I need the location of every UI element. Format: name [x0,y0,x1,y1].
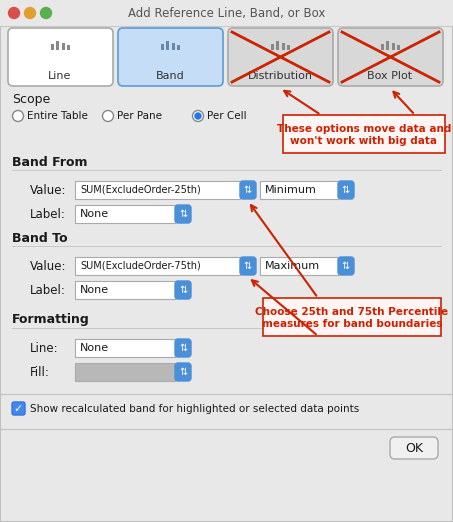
Text: These options move data and: These options move data and [277,124,451,134]
Text: ⇅: ⇅ [244,261,252,271]
FancyBboxPatch shape [8,28,113,86]
Text: Choose 25th and 75th Percentile: Choose 25th and 75th Percentile [255,307,448,317]
Bar [172,43,175,50]
Text: Label:: Label: [30,208,66,220]
Bar [75,281,175,299]
Text: Line: Line [48,71,72,81]
Bar [166,41,169,50]
FancyBboxPatch shape [240,181,256,199]
Bar [263,298,441,336]
Text: Value:: Value: [30,259,67,272]
FancyBboxPatch shape [175,281,191,299]
FancyBboxPatch shape [240,257,256,275]
Text: Per Pane: Per Pane [117,111,162,121]
Circle shape [13,111,24,122]
Bar [51,44,54,50]
Text: Entire Table: Entire Table [27,111,88,121]
Text: Label:: Label: [30,283,66,296]
FancyBboxPatch shape [338,181,354,199]
Text: ✓: ✓ [14,404,23,414]
Circle shape [195,113,201,119]
Bar [271,44,274,50]
Circle shape [193,111,203,122]
Circle shape [102,111,114,122]
Text: ⇅: ⇅ [179,367,187,377]
Text: Distribution: Distribution [247,71,313,81]
Text: ⇅: ⇅ [179,209,187,219]
Bar [381,44,384,50]
Bar [386,41,389,50]
Bar [287,45,290,50]
Text: SUM(ExcludeOrder-25th): SUM(ExcludeOrder-25th) [80,185,201,195]
FancyBboxPatch shape [338,257,354,275]
Text: ⇅: ⇅ [179,285,187,295]
Text: Minimum: Minimum [265,185,317,195]
FancyBboxPatch shape [175,205,191,223]
Text: measures for band boundaries: measures for band boundaries [262,319,442,329]
Text: None: None [80,285,109,295]
Text: Line:: Line: [30,341,58,354]
Bar [392,43,395,50]
Text: Scope: Scope [12,93,50,106]
Text: SUM(ExcludeOrder-75th): SUM(ExcludeOrder-75th) [80,261,201,271]
Text: None: None [80,343,109,353]
FancyBboxPatch shape [175,339,191,357]
Text: Formatting: Formatting [12,314,90,326]
FancyBboxPatch shape [12,402,25,415]
Text: Fill:: Fill: [30,365,50,378]
Bar [75,363,175,381]
Text: Band From: Band From [12,156,87,169]
Bar [397,45,400,50]
Bar [67,45,70,50]
Bar [282,43,285,50]
Text: ⇅: ⇅ [179,343,187,353]
Circle shape [24,7,35,18]
Text: Add Reference Line, Band, or Box: Add Reference Line, Band, or Box [128,6,325,19]
Bar [260,257,338,275]
FancyBboxPatch shape [390,437,438,459]
Bar [75,181,240,199]
Text: Value:: Value: [30,184,67,196]
Bar [177,45,180,50]
Text: won't work with big data: won't work with big data [290,136,438,146]
FancyBboxPatch shape [228,28,333,86]
Circle shape [40,7,52,18]
Bar [75,257,240,275]
Text: OK: OK [405,442,423,455]
Bar [161,44,164,50]
Bar [75,205,175,223]
Text: Band: Band [156,71,184,81]
Text: ⇅: ⇅ [244,185,252,195]
FancyBboxPatch shape [338,28,443,86]
Bar [75,339,175,357]
Text: ⇅: ⇅ [342,261,350,271]
Bar [260,181,338,199]
Text: ⇅: ⇅ [342,185,350,195]
FancyBboxPatch shape [175,363,191,381]
Text: Band To: Band To [12,231,67,244]
Text: Maximum: Maximum [265,261,320,271]
Circle shape [9,7,19,18]
Text: Box Plot: Box Plot [367,71,413,81]
Bar [56,41,59,50]
Text: None: None [80,209,109,219]
Bar [283,115,445,153]
Bar [276,41,279,50]
Bar [62,43,65,50]
Bar [0,0,453,26]
FancyBboxPatch shape [118,28,223,86]
Text: Show recalculated band for highlighted or selected data points: Show recalculated band for highlighted o… [30,404,359,414]
Text: Per Cell: Per Cell [207,111,246,121]
